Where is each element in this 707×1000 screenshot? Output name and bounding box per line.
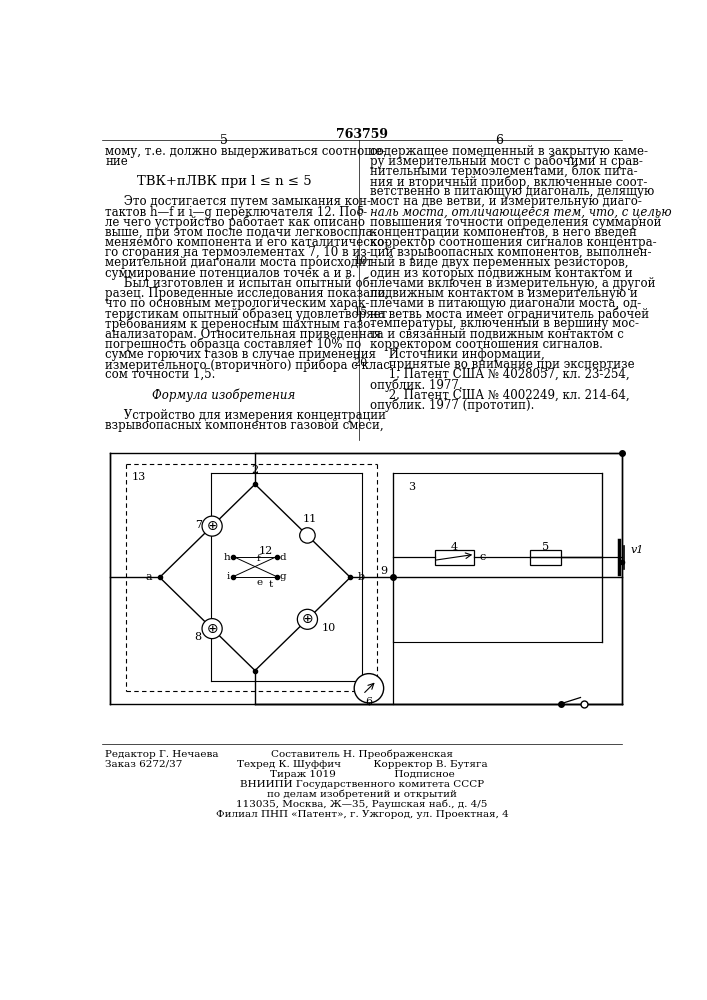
Text: 11: 11 bbox=[303, 514, 317, 524]
Text: теристикам опытный образец удовлетворяет: теристикам опытный образец удовлетворяет bbox=[105, 307, 387, 321]
Text: на ветвь моста имеет ограничитель рабочей: на ветвь моста имеет ограничитель рабоче… bbox=[370, 307, 649, 321]
Text: Филиал ПНП «Патент», г. Ужгород, ул. Проектная, 4: Филиал ПНП «Патент», г. Ужгород, ул. Про… bbox=[216, 810, 508, 819]
Bar bbox=[530, 550, 561, 565]
Text: анализаторам. Относительная приведенная: анализаторам. Относительная приведенная bbox=[105, 328, 382, 341]
Text: ветственно в питающую диагональ, делящую: ветственно в питающую диагональ, делящую bbox=[370, 185, 654, 198]
Text: 20: 20 bbox=[354, 358, 368, 368]
Text: принятые во внимание при экспертизе: принятые во внимание при экспертизе bbox=[370, 358, 634, 371]
Text: 6: 6 bbox=[495, 134, 503, 147]
Text: требованиям к переносным шахтным газо-: требованиям к переносным шахтным газо- bbox=[105, 317, 375, 331]
Text: Составитель Н. Преображенская: Составитель Н. Преображенская bbox=[271, 750, 453, 759]
Text: c: c bbox=[480, 552, 486, 562]
Text: g: g bbox=[280, 572, 286, 581]
Text: ние: ние bbox=[105, 155, 128, 168]
Text: мому, т.е. должно выдерживаться соотноше-: мому, т.е. должно выдерживаться соотноше… bbox=[105, 145, 387, 158]
Text: Был изготовлен и испытан опытный об-: Был изготовлен и испытан опытный об- bbox=[105, 277, 374, 290]
Text: 5: 5 bbox=[357, 206, 364, 216]
Text: опублик. 1977 (прототип).: опублик. 1977 (прототип). bbox=[370, 399, 534, 412]
Text: ТВК+пЛВК при l ≤ n ≤ 5: ТВК+пЛВК при l ≤ n ≤ 5 bbox=[136, 175, 311, 188]
Text: d: d bbox=[280, 553, 286, 562]
Text: наль моста, отличающееся тем, что, с целью: наль моста, отличающееся тем, что, с цел… bbox=[370, 206, 672, 219]
Text: ру измерительный мост с рабочими н срав-: ру измерительный мост с рабочими н срав- bbox=[370, 155, 643, 168]
Text: ⊕: ⊕ bbox=[206, 622, 218, 636]
Text: h: h bbox=[223, 553, 230, 562]
Text: Редактор Г. Нечаева: Редактор Г. Нечаева bbox=[105, 750, 219, 759]
Text: a: a bbox=[146, 572, 152, 582]
Text: разец. Проведенные исследования показали,: разец. Проведенные исследования показали… bbox=[105, 287, 390, 300]
Text: мерительной диагонали моста происходит: мерительной диагонали моста происходит bbox=[105, 256, 373, 269]
Text: ле чего устройство работает как описано: ле чего устройство работает как описано bbox=[105, 216, 366, 229]
Text: взрывоопасных компонентов газовой смеси,: взрывоопасных компонентов газовой смеси, bbox=[105, 419, 384, 432]
Text: 12: 12 bbox=[259, 546, 273, 556]
Text: 10: 10 bbox=[354, 256, 368, 266]
Text: выше, при этом после подачи легковоспла-: выше, при этом после подачи легковоспла- bbox=[105, 226, 377, 239]
Text: f: f bbox=[257, 554, 260, 563]
Text: 4: 4 bbox=[450, 542, 457, 552]
Text: подвижным контактом в измерительную и: подвижным контактом в измерительную и bbox=[370, 287, 638, 300]
Text: 763759: 763759 bbox=[336, 128, 388, 141]
Text: плечами включен в измерительную, а другой: плечами включен в измерительную, а друго… bbox=[370, 277, 655, 290]
Text: температуры, включенный в вершину мос-: температуры, включенный в вершину мос- bbox=[370, 317, 638, 330]
Text: один из которых подвижным контактом и: один из которых подвижным контактом и bbox=[370, 267, 633, 280]
Text: суммирование потенциалов точек а и в.: суммирование потенциалов точек а и в. bbox=[105, 267, 356, 280]
Text: тактов h—f и i—g переключателя 12. Пос-: тактов h—f и i—g переключателя 12. Пос- bbox=[105, 206, 368, 219]
Text: 9: 9 bbox=[380, 566, 387, 576]
Text: сом точности 1,5.: сом точности 1,5. bbox=[105, 368, 216, 381]
Text: ⊕: ⊕ bbox=[206, 519, 218, 533]
Text: 7: 7 bbox=[194, 520, 201, 530]
Circle shape bbox=[298, 609, 317, 629]
Text: Устройство для измерения концентрации: Устройство для измерения концентрации bbox=[105, 409, 387, 422]
Text: сумме горючих газов в случае применения: сумме горючих газов в случае применения bbox=[105, 348, 376, 361]
Text: b: b bbox=[358, 572, 365, 582]
Text: ⊕: ⊕ bbox=[302, 612, 313, 626]
Text: нительными термоэлементами, блок пита-: нительными термоэлементами, блок пита- bbox=[370, 165, 637, 178]
Text: 5: 5 bbox=[542, 542, 549, 552]
Text: 2: 2 bbox=[252, 465, 259, 475]
Text: e: e bbox=[257, 578, 263, 587]
Text: ВНИИПИ Государственного комитета СССР: ВНИИПИ Государственного комитета СССР bbox=[240, 780, 484, 789]
Text: корректором соотношения сигналов.: корректором соотношения сигналов. bbox=[370, 338, 602, 351]
Text: 6: 6 bbox=[366, 697, 373, 707]
Text: 2. Патент США № 4002249, кл. 214-64,: 2. Патент США № 4002249, кл. 214-64, bbox=[370, 389, 629, 402]
Text: v1: v1 bbox=[631, 545, 644, 555]
Text: 10: 10 bbox=[322, 623, 336, 633]
Text: концентрации компонентов, в него введен: концентрации компонентов, в него введен bbox=[370, 226, 636, 239]
Text: та и связанный подвижным контактом с: та и связанный подвижным контактом с bbox=[370, 328, 624, 341]
Text: ный в виде двух переменных резисторов,: ный в виде двух переменных резисторов, bbox=[370, 256, 629, 269]
Circle shape bbox=[202, 516, 222, 536]
Text: 15: 15 bbox=[354, 307, 368, 317]
Text: го сгорания на термоэлементах 7, 10 в из-: го сгорания на термоэлементах 7, 10 в из… bbox=[105, 246, 371, 259]
Text: 1. Патент США № 4028057, кл. 23-254,: 1. Патент США № 4028057, кл. 23-254, bbox=[370, 368, 629, 381]
Text: 5: 5 bbox=[220, 134, 228, 147]
Text: по делам изобретений и открытий: по делам изобретений и открытий bbox=[267, 790, 457, 799]
Circle shape bbox=[354, 674, 384, 703]
Text: корректор соотношения сигналов концентра-: корректор соотношения сигналов концентра… bbox=[370, 236, 656, 249]
Text: Формула изобретения: Формула изобретения bbox=[153, 389, 296, 402]
Text: ций взрывоопасных компонентов, выполнен-: ций взрывоопасных компонентов, выполнен- bbox=[370, 246, 651, 259]
Circle shape bbox=[202, 619, 222, 639]
Text: повышения точности определения суммарной: повышения точности определения суммарной bbox=[370, 216, 661, 229]
Text: плечами в питающую диагонали моста, од-: плечами в питающую диагонали моста, од- bbox=[370, 297, 641, 310]
Text: i: i bbox=[227, 572, 230, 581]
Text: t: t bbox=[269, 580, 273, 589]
Bar bbox=[435, 550, 474, 565]
Text: Тираж 1019                  Подписное: Тираж 1019 Подписное bbox=[269, 770, 455, 779]
Text: 13: 13 bbox=[132, 472, 146, 482]
Text: содержащее помещенный в закрытую каме-: содержащее помещенный в закрытую каме- bbox=[370, 145, 648, 158]
Text: 3: 3 bbox=[409, 482, 416, 492]
Text: Источники информации,: Источники информации, bbox=[370, 348, 544, 361]
Text: Техред К. Шуффич          Корректор В. Бутяга: Техред К. Шуффич Корректор В. Бутяга bbox=[237, 760, 487, 769]
Circle shape bbox=[300, 528, 315, 543]
Text: измерительного (вторичного) прибора с клас-: измерительного (вторичного) прибора с кл… bbox=[105, 358, 395, 372]
Text: что по основным метрологическим харак-: что по основным метрологическим харак- bbox=[105, 297, 370, 310]
Text: Заказ 6272/37: Заказ 6272/37 bbox=[105, 760, 183, 769]
Text: ния и вторичный прибор, включенные соот-: ния и вторичный прибор, включенные соот- bbox=[370, 175, 647, 189]
Text: Это достигается путем замыкания кон-: Это достигается путем замыкания кон- bbox=[105, 195, 371, 208]
Text: 113035, Москва, Ж—35, Раушская наб., д. 4/5: 113035, Москва, Ж—35, Раушская наб., д. … bbox=[236, 800, 488, 809]
Text: опублик. 1977.: опублик. 1977. bbox=[370, 378, 462, 392]
Text: мост на две ветви, и измерительную диаго-: мост на две ветви, и измерительную диаго… bbox=[370, 195, 641, 208]
Text: меняемого компонента и его каталитическо-: меняемого компонента и его каталитическо… bbox=[105, 236, 389, 249]
Text: 8: 8 bbox=[194, 632, 201, 642]
Text: погрешность образца составляет 10% по: погрешность образца составляет 10% по bbox=[105, 338, 362, 351]
